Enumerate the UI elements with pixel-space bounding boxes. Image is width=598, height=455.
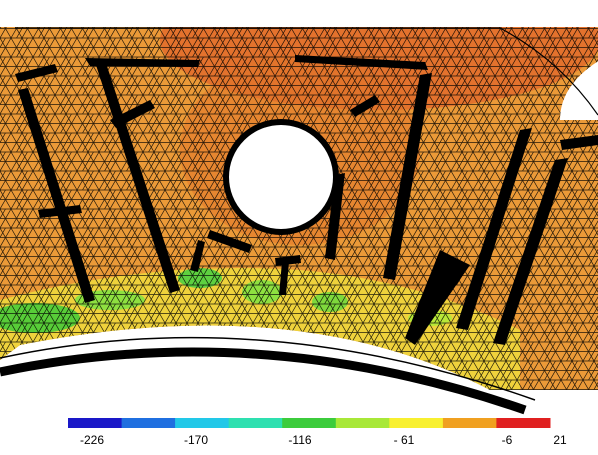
slot-center-2 [275, 255, 301, 266]
central-hole [223, 119, 339, 235]
legend-swatch [68, 418, 123, 428]
legend-tick: - 61 [393, 433, 415, 447]
slot-right-bar-3 [493, 158, 568, 345]
slots [15, 55, 598, 345]
slot-left-top [15, 64, 58, 82]
legend-tick: -6 [501, 433, 513, 447]
slot-top-right [295, 55, 428, 70]
legend-swatch [335, 418, 390, 428]
inner-arc [0, 347, 527, 415]
legend-tick: -226 [79, 433, 105, 447]
legend-swatch [496, 418, 551, 428]
slot-right-top [560, 135, 598, 150]
slot-left-bar-3 [110, 100, 155, 128]
legend-swatch [282, 418, 337, 428]
color-legend-bar [68, 418, 551, 428]
slot-center [207, 230, 252, 253]
legend-tick: -170 [183, 433, 209, 447]
legend-tick: 21 [553, 433, 567, 447]
slot-mid-vert [325, 173, 345, 260]
inner-bore [0, 357, 520, 410]
legend-swatch [228, 418, 283, 428]
slot-mid-right [350, 95, 380, 117]
inner-arc-2 [0, 336, 536, 401]
outer-arc [15, 27, 598, 116]
slot-right-bar-1 [383, 73, 432, 280]
slot-right-bar-2 [456, 128, 532, 330]
legend-swatch [389, 418, 444, 428]
slot-right-low [405, 250, 470, 345]
slot-center-left [190, 240, 205, 272]
legend-swatch [442, 418, 497, 428]
slot-low-left [38, 205, 82, 218]
slot-center-3 [279, 262, 289, 295]
slot-left-bar-1 [18, 88, 95, 303]
legend-tick: -116 [288, 433, 312, 447]
slot-top-left [85, 58, 200, 67]
legend-swatch [175, 418, 230, 428]
legend-swatch [121, 418, 176, 428]
